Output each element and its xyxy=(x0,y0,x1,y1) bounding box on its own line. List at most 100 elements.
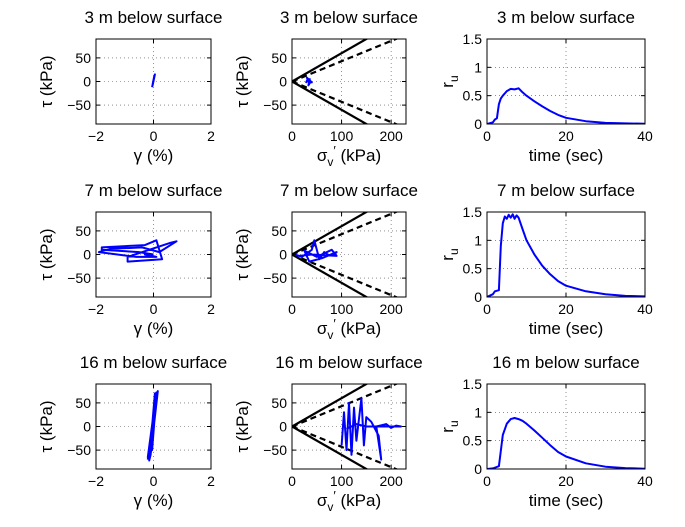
x-tick-label: −2 xyxy=(88,301,104,317)
x-axis-label: time (sec) xyxy=(529,319,604,338)
y-tick-label: 1 xyxy=(474,404,482,420)
y-tick-label: 0 xyxy=(279,74,287,90)
x-tick-label: 2 xyxy=(207,301,215,317)
subplot-r2c2: 0 20 40 0 0.5 1 1.5 16 m below surface time (sec… xyxy=(438,353,653,510)
x-tick-label: 100 xyxy=(330,301,354,317)
y-tick-label: 50 xyxy=(271,50,287,66)
x-tick-label: 0 xyxy=(150,473,158,489)
envelope-solid-upper xyxy=(292,212,369,256)
y-tick-label: 0 xyxy=(474,289,482,305)
data-series-0 xyxy=(151,73,156,88)
y-axis-label: ru xyxy=(438,420,461,432)
subplot-r0c2: 0 20 40 0 0.5 1 1.5 3 m below surface time (sec)… xyxy=(438,8,653,165)
x-tick-label: 100 xyxy=(330,473,354,489)
data-series-0 xyxy=(487,87,645,124)
y-axis-label: τ (kPa) xyxy=(233,55,252,107)
x-tick-label: −2 xyxy=(88,128,104,144)
y-tick-label: 1.5 xyxy=(463,31,483,47)
y-tick-label: 50 xyxy=(271,395,287,411)
x-tick-label: 0 xyxy=(483,128,491,144)
envelope-solid-upper xyxy=(292,39,369,83)
x-axis-label: γ (%) xyxy=(134,491,174,510)
x-tick-label: 100 xyxy=(330,128,354,144)
y-tick-label: −50 xyxy=(263,97,287,113)
y-axis-label: τ (kPa) xyxy=(233,400,252,452)
envelope-dashed-upper xyxy=(292,39,399,83)
y-tick-label: 1.5 xyxy=(463,204,483,220)
x-tick-label: 20 xyxy=(558,473,574,489)
subplot-r0c0: −2 0 2 −50 0 50 3 m below surface γ (%) τ (kPa) xyxy=(37,8,222,165)
x-tick-label: 40 xyxy=(637,473,653,489)
y-tick-label: 1 xyxy=(474,59,482,75)
y-tick-label: 0.5 xyxy=(463,88,483,104)
y-tick-label: 50 xyxy=(75,223,91,239)
x-tick-label: 40 xyxy=(637,128,653,144)
y-axis-label: τ (kPa) xyxy=(233,228,252,280)
y-tick-label: −50 xyxy=(67,97,91,113)
x-axis-label: σv′ (kPa) xyxy=(317,316,381,342)
x-tick-label: 2 xyxy=(207,128,215,144)
x-tick-label: 200 xyxy=(379,128,403,144)
x-tick-label: 20 xyxy=(558,128,574,144)
subplot-title: 3 m below surface xyxy=(280,8,418,27)
envelope-dashed-upper xyxy=(292,212,399,256)
envelope-solid-lower xyxy=(292,253,369,297)
data-series-0 xyxy=(294,239,338,263)
x-tick-label: 200 xyxy=(379,301,403,317)
envelope-solid-lower xyxy=(292,425,369,469)
data-series-0 xyxy=(146,390,159,462)
data-series-0 xyxy=(487,417,645,469)
x-axis-label: γ (%) xyxy=(134,319,174,338)
y-axis-label: τ (kPa) xyxy=(37,55,56,107)
y-tick-label: 50 xyxy=(75,395,91,411)
y-axis-label: τ (kPa) xyxy=(37,228,56,280)
subplot-r2c0: −2 0 2 −50 0 50 16 m below surface γ (%) τ (kPa) xyxy=(37,353,227,510)
y-tick-label: −50 xyxy=(263,442,287,458)
y-tick-label: 0.5 xyxy=(463,261,483,277)
envelope-dashed-lower xyxy=(292,425,399,469)
x-tick-label: 0 xyxy=(483,301,491,317)
envelope-solid-lower xyxy=(292,80,369,124)
data-series-0 xyxy=(340,397,402,461)
x-tick-label: 0 xyxy=(483,473,491,489)
y-tick-label: −50 xyxy=(67,442,91,458)
x-tick-label: 0 xyxy=(288,128,296,144)
subplot-title: 3 m below surface xyxy=(85,8,223,27)
x-tick-label: −2 xyxy=(88,473,104,489)
x-tick-label: 2 xyxy=(207,473,215,489)
envelope-dashed-lower xyxy=(292,80,399,124)
subplot-r1c2: 0 20 40 0 0.5 1 1.5 7 m below surface time (sec)… xyxy=(438,181,653,338)
y-tick-label: 0 xyxy=(83,419,91,435)
x-axis-label: σv′ (kPa) xyxy=(317,143,381,169)
y-tick-label: 50 xyxy=(271,223,287,239)
data-series-0 xyxy=(97,239,178,263)
subplot-title: 16 m below surface xyxy=(492,353,639,372)
x-tick-label: 0 xyxy=(288,301,296,317)
x-axis-label: time (sec) xyxy=(529,146,604,165)
subplot-title: 3 m below surface xyxy=(497,8,635,27)
y-axis-label: ru xyxy=(438,248,461,260)
y-tick-label: 0 xyxy=(279,247,287,263)
subplot-title: 16 m below surface xyxy=(80,353,227,372)
data-series-0 xyxy=(304,76,313,87)
data-series-0 xyxy=(487,213,645,297)
x-tick-label: 0 xyxy=(150,301,158,317)
y-tick-label: 1.5 xyxy=(463,376,483,392)
y-tick-label: 1 xyxy=(474,232,482,248)
x-axis-label: γ (%) xyxy=(134,146,174,165)
subplot-r1c0: −2 0 2 −50 0 50 7 m below surface γ (%) τ (kPa) xyxy=(37,181,222,338)
x-axis-label: σv′ (kPa) xyxy=(317,488,381,514)
subplot-title: 7 m below surface xyxy=(280,181,418,200)
envelope-dashed-lower xyxy=(292,253,399,297)
x-tick-label: 200 xyxy=(379,473,403,489)
y-tick-label: 0 xyxy=(279,419,287,435)
subplot-title: 7 m below surface xyxy=(497,181,635,200)
x-axis-label: time (sec) xyxy=(529,491,604,510)
y-axis-label: ru xyxy=(438,75,461,87)
x-tick-label: 40 xyxy=(637,301,653,317)
y-tick-label: −50 xyxy=(263,270,287,286)
